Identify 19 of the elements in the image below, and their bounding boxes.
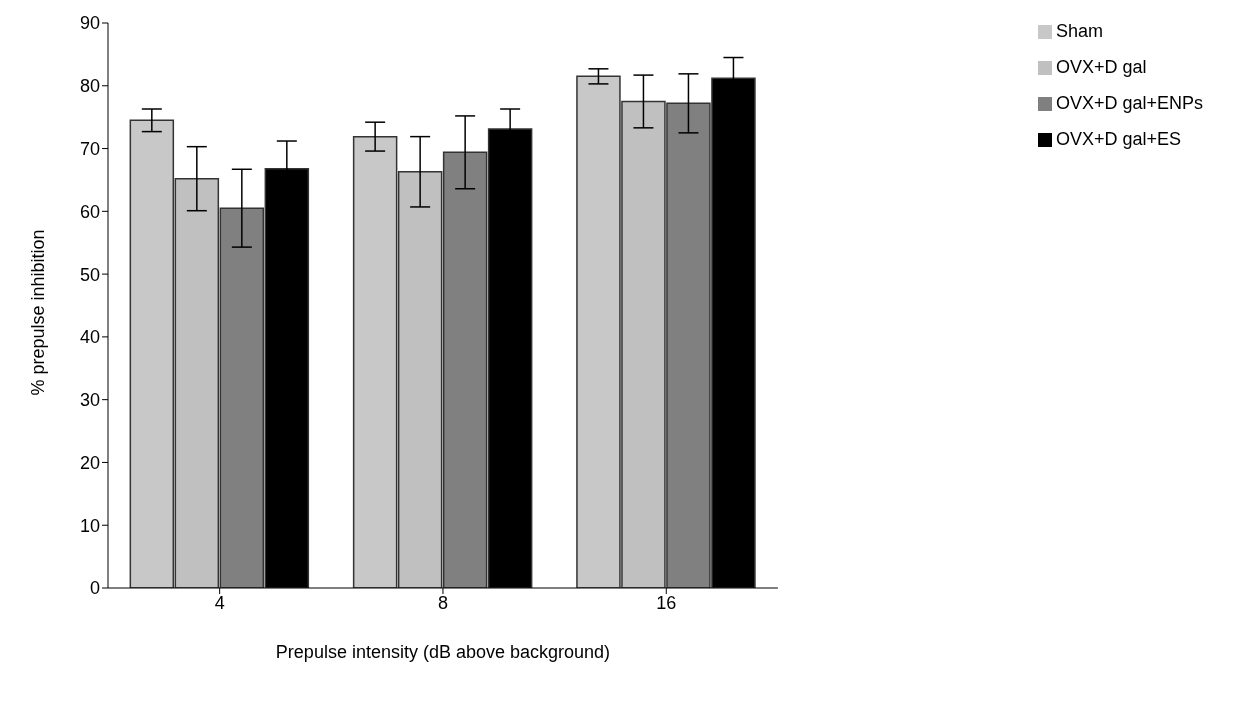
x-axis-title: Prepulse intensity (dB above background) <box>275 642 611 662</box>
y-tick-label: 10 <box>79 515 100 536</box>
y-tick-label: 0 <box>89 578 100 599</box>
y-tick-label: 40 <box>79 327 100 348</box>
y-tick-label: 60 <box>79 201 100 222</box>
legend-label: OVX+D gal <box>1055 57 1147 77</box>
y-tick-label: 30 <box>79 390 100 411</box>
y-tick-label: 80 <box>79 76 100 97</box>
y-tick-label: 20 <box>79 452 100 473</box>
x-tick-label: 16 <box>656 592 677 613</box>
legend-label: OVX+D gal+ES <box>1055 129 1181 149</box>
y-tick-label: 70 <box>79 138 100 159</box>
x-tick-label: 4 <box>214 592 225 613</box>
legend-label: Sham <box>1055 21 1103 41</box>
x-tick-label: 8 <box>437 592 448 613</box>
y-tick-label: 90 <box>79 13 100 34</box>
y-axis-title: % prepulse inhibition <box>28 229 49 396</box>
legend-label: OVX+D gal+ENPs <box>1055 93 1203 113</box>
y-tick-label: 50 <box>79 264 100 285</box>
